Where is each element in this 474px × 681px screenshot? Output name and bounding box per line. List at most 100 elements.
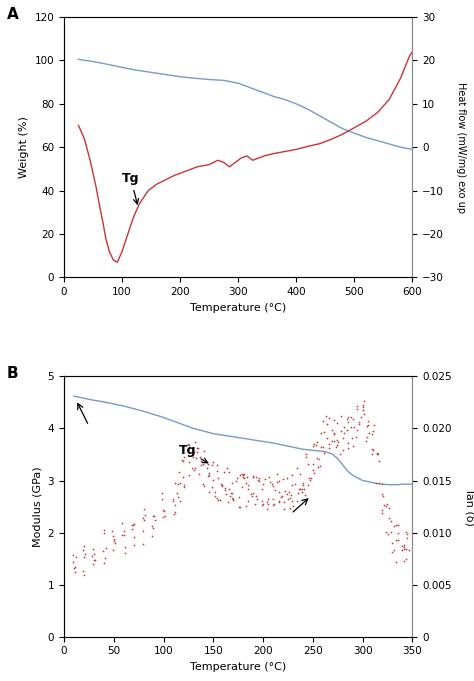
Point <box>360 409 367 419</box>
Point <box>280 504 287 515</box>
Point <box>401 539 408 550</box>
Point <box>200 446 208 457</box>
Point <box>326 413 333 424</box>
Point <box>191 446 198 457</box>
Point <box>130 531 137 542</box>
Point <box>177 496 184 507</box>
Point <box>379 490 387 501</box>
Point <box>158 488 165 499</box>
Point <box>228 488 236 498</box>
Point <box>171 507 179 518</box>
Point <box>400 556 408 567</box>
Point <box>130 540 137 551</box>
Point <box>330 415 338 426</box>
Point <box>200 479 207 490</box>
Point <box>330 428 338 439</box>
Point <box>238 482 246 493</box>
Point <box>259 479 266 490</box>
Point <box>390 545 398 556</box>
Point <box>193 443 201 454</box>
Point <box>356 417 363 428</box>
Text: A: A <box>7 7 18 22</box>
Point <box>334 434 341 445</box>
Point <box>189 452 197 463</box>
Point <box>275 496 283 507</box>
Point <box>371 419 378 430</box>
Point <box>394 528 401 539</box>
Point <box>337 410 345 421</box>
Point <box>355 418 363 429</box>
Point <box>214 459 221 470</box>
Point <box>171 509 178 520</box>
Point <box>178 454 186 465</box>
Point <box>317 441 325 452</box>
Point <box>243 471 251 482</box>
Point <box>181 481 188 492</box>
Point <box>203 462 210 473</box>
Point <box>213 466 221 477</box>
Point <box>302 449 310 460</box>
Point <box>235 501 243 512</box>
Point <box>208 481 216 492</box>
Point <box>228 477 236 488</box>
Point <box>160 505 168 516</box>
Point <box>149 511 157 522</box>
Point <box>218 479 226 490</box>
Point <box>268 479 276 490</box>
Point <box>334 417 341 428</box>
Point <box>286 492 293 503</box>
Point <box>223 489 230 500</box>
Point <box>304 479 312 490</box>
Point <box>173 488 181 498</box>
Point <box>216 494 224 505</box>
Point <box>229 493 237 504</box>
Text: B: B <box>7 366 18 381</box>
Point <box>169 494 176 505</box>
Point <box>214 494 221 505</box>
Point <box>369 428 376 439</box>
Point <box>225 466 233 477</box>
Point <box>278 491 286 502</box>
Point <box>118 530 126 541</box>
Point <box>191 437 199 448</box>
Point <box>158 494 166 505</box>
Point <box>185 443 192 454</box>
Point <box>403 526 410 537</box>
Text: Tg: Tg <box>122 172 139 204</box>
Point <box>109 545 117 556</box>
Point <box>383 498 391 509</box>
Point <box>349 441 357 452</box>
Point <box>254 493 261 504</box>
Point <box>218 479 225 490</box>
Point <box>194 443 202 454</box>
Point <box>306 473 313 484</box>
Point <box>233 475 240 486</box>
Point <box>323 432 330 443</box>
Point <box>263 496 270 507</box>
Point <box>337 426 345 437</box>
Point <box>385 512 393 523</box>
Point <box>184 438 191 449</box>
Point <box>259 498 266 509</box>
Point <box>198 456 205 466</box>
Point <box>120 526 128 537</box>
Point <box>296 469 303 479</box>
Point <box>159 505 167 516</box>
Point <box>373 448 381 459</box>
Point <box>176 477 184 488</box>
Point <box>392 534 400 545</box>
Point <box>100 524 108 535</box>
Point <box>319 441 327 452</box>
Point <box>289 501 297 511</box>
Point <box>281 486 289 496</box>
Point <box>296 484 304 494</box>
Point <box>392 556 400 567</box>
Point <box>364 432 371 443</box>
Point <box>382 500 390 511</box>
Point <box>242 477 250 488</box>
Point <box>193 446 201 457</box>
Point <box>344 417 352 428</box>
Point <box>185 456 193 467</box>
Point <box>374 447 381 458</box>
Point <box>289 470 296 481</box>
